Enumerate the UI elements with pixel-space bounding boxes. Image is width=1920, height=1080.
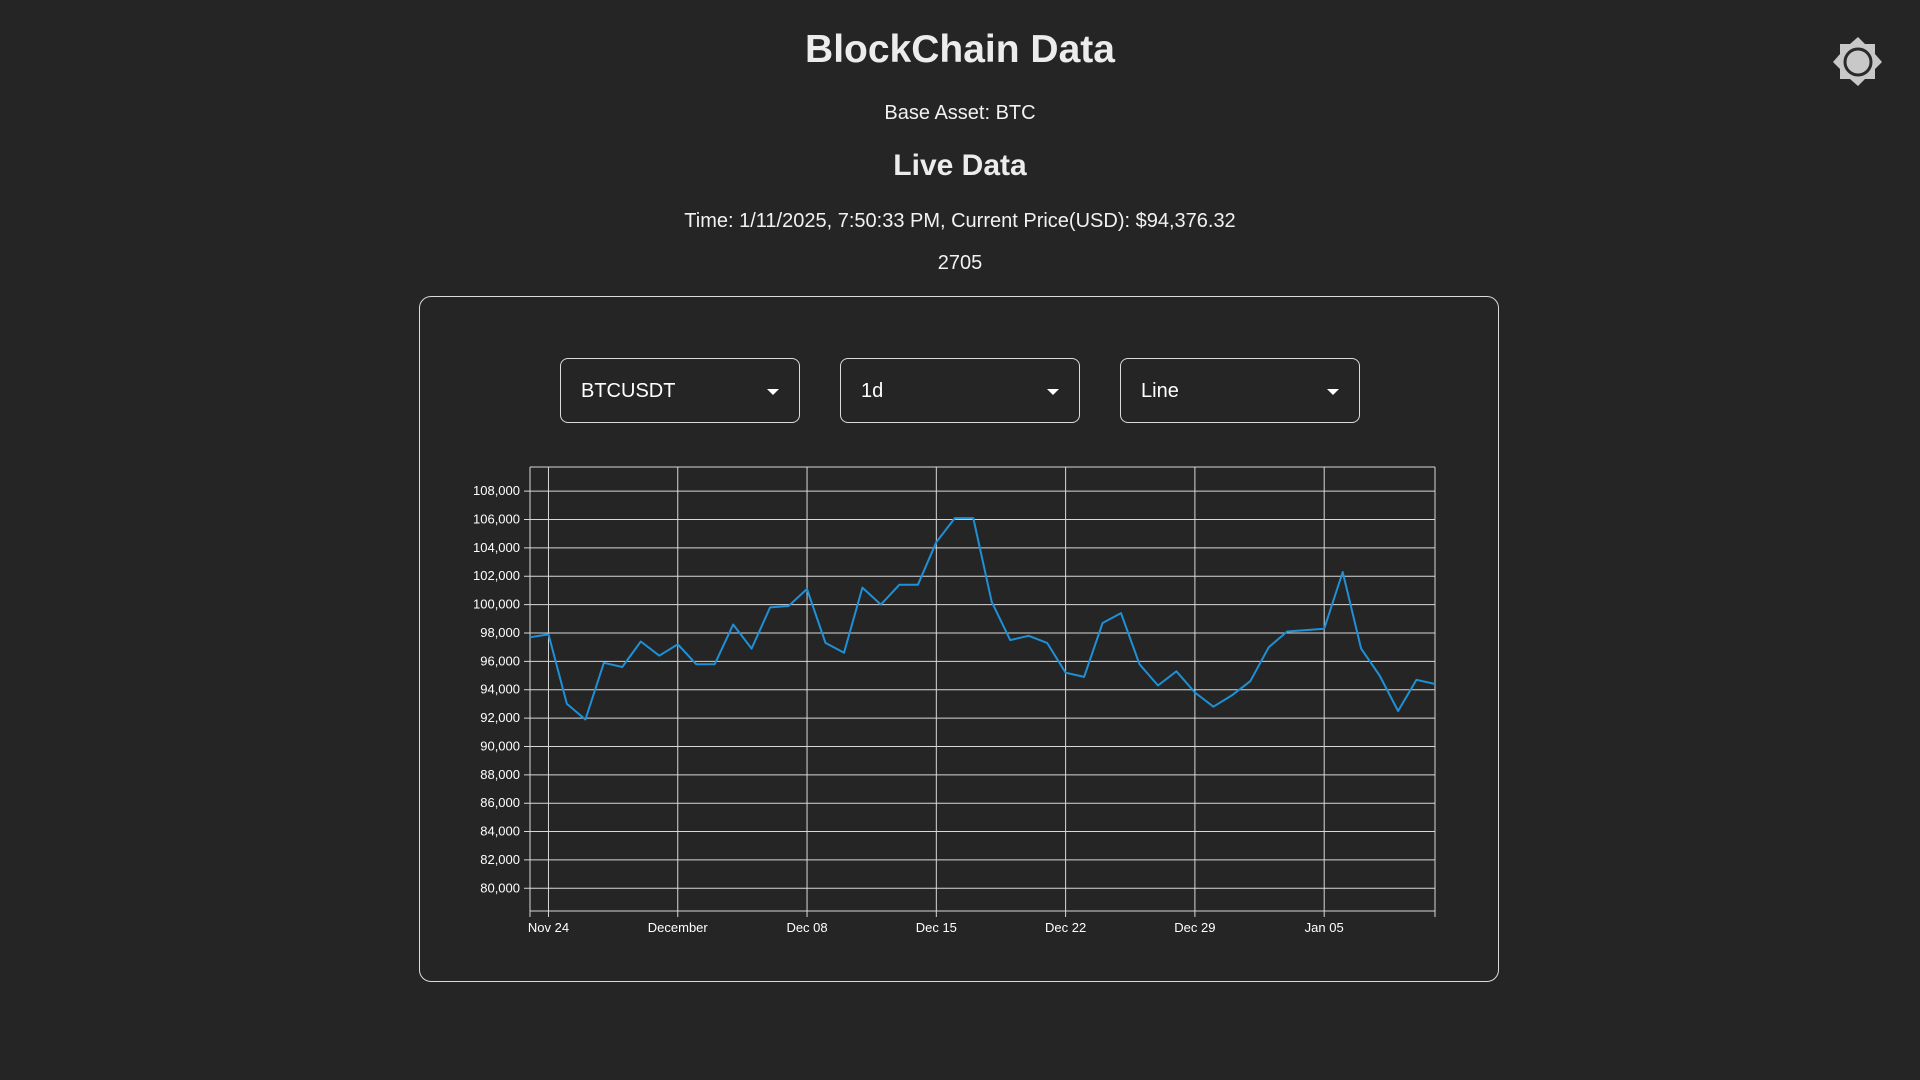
y-tick-label: 96,000 — [480, 653, 520, 668]
chart-type-select[interactable]: Line — [1120, 358, 1360, 423]
live-data-heading: Live Data — [893, 149, 1027, 182]
y-tick-label: 84,000 — [480, 824, 520, 839]
y-tick-label: 102,000 — [473, 568, 520, 583]
y-tick-label: 88,000 — [480, 767, 520, 782]
live-price-text: Time: 1/11/2025, 7:50:33 PM, Current Pri… — [684, 210, 1236, 232]
base-asset-label: Base Asset: BTC — [884, 102, 1036, 124]
x-tick-label: December — [648, 920, 709, 935]
x-tick-label: Dec 22 — [1045, 920, 1086, 935]
y-tick-label: 108,000 — [473, 483, 520, 498]
interval-select[interactable]: 1d — [840, 358, 1080, 423]
y-tick-label: 86,000 — [480, 795, 520, 810]
interval-select-value: 1d — [861, 380, 884, 402]
chevron-down-icon — [1327, 389, 1339, 395]
theme-toggle-button[interactable] — [1832, 36, 1884, 88]
y-tick-label: 82,000 — [480, 852, 520, 867]
chart-type-select-value: Line — [1141, 380, 1179, 402]
y-tick-label: 104,000 — [473, 540, 520, 555]
x-tick-label: Dec 15 — [916, 920, 957, 935]
page-title: BlockChain Data — [805, 28, 1115, 71]
x-tick-label: Jan 05 — [1305, 920, 1344, 935]
price-line-chart: 80,000 82,000 84,000 86,000 88,000 90,000 92,0… — [473, 466, 1436, 935]
y-tick-label: 100,000 — [473, 597, 520, 612]
symbol-select[interactable]: BTCUSDT — [560, 358, 800, 423]
x-tick-label: Nov 24 — [528, 920, 569, 935]
y-tick-label: 106,000 — [473, 511, 520, 526]
y-tick-label: 92,000 — [480, 710, 520, 725]
price-series-line — [529, 517, 1436, 721]
x-tick-label: Dec 29 — [1174, 920, 1215, 935]
y-tick-label: 98,000 — [480, 625, 520, 640]
chevron-down-icon — [767, 389, 779, 395]
chevron-down-icon — [1047, 389, 1059, 395]
y-tick-label: 90,000 — [480, 738, 520, 753]
x-tick-label: Dec 08 — [786, 920, 827, 935]
chart-panel: BTCUSDT 1d Line 80,000 82,000 84,000 86,000… — [419, 296, 1499, 982]
y-tick-label: 94,000 — [480, 682, 520, 697]
y-tick-label: 80,000 — [480, 880, 520, 895]
symbol-select-value: BTCUSDT — [581, 380, 676, 402]
update-count: 2705 — [937, 252, 983, 274]
sun-brightness-icon — [1833, 37, 1882, 86]
